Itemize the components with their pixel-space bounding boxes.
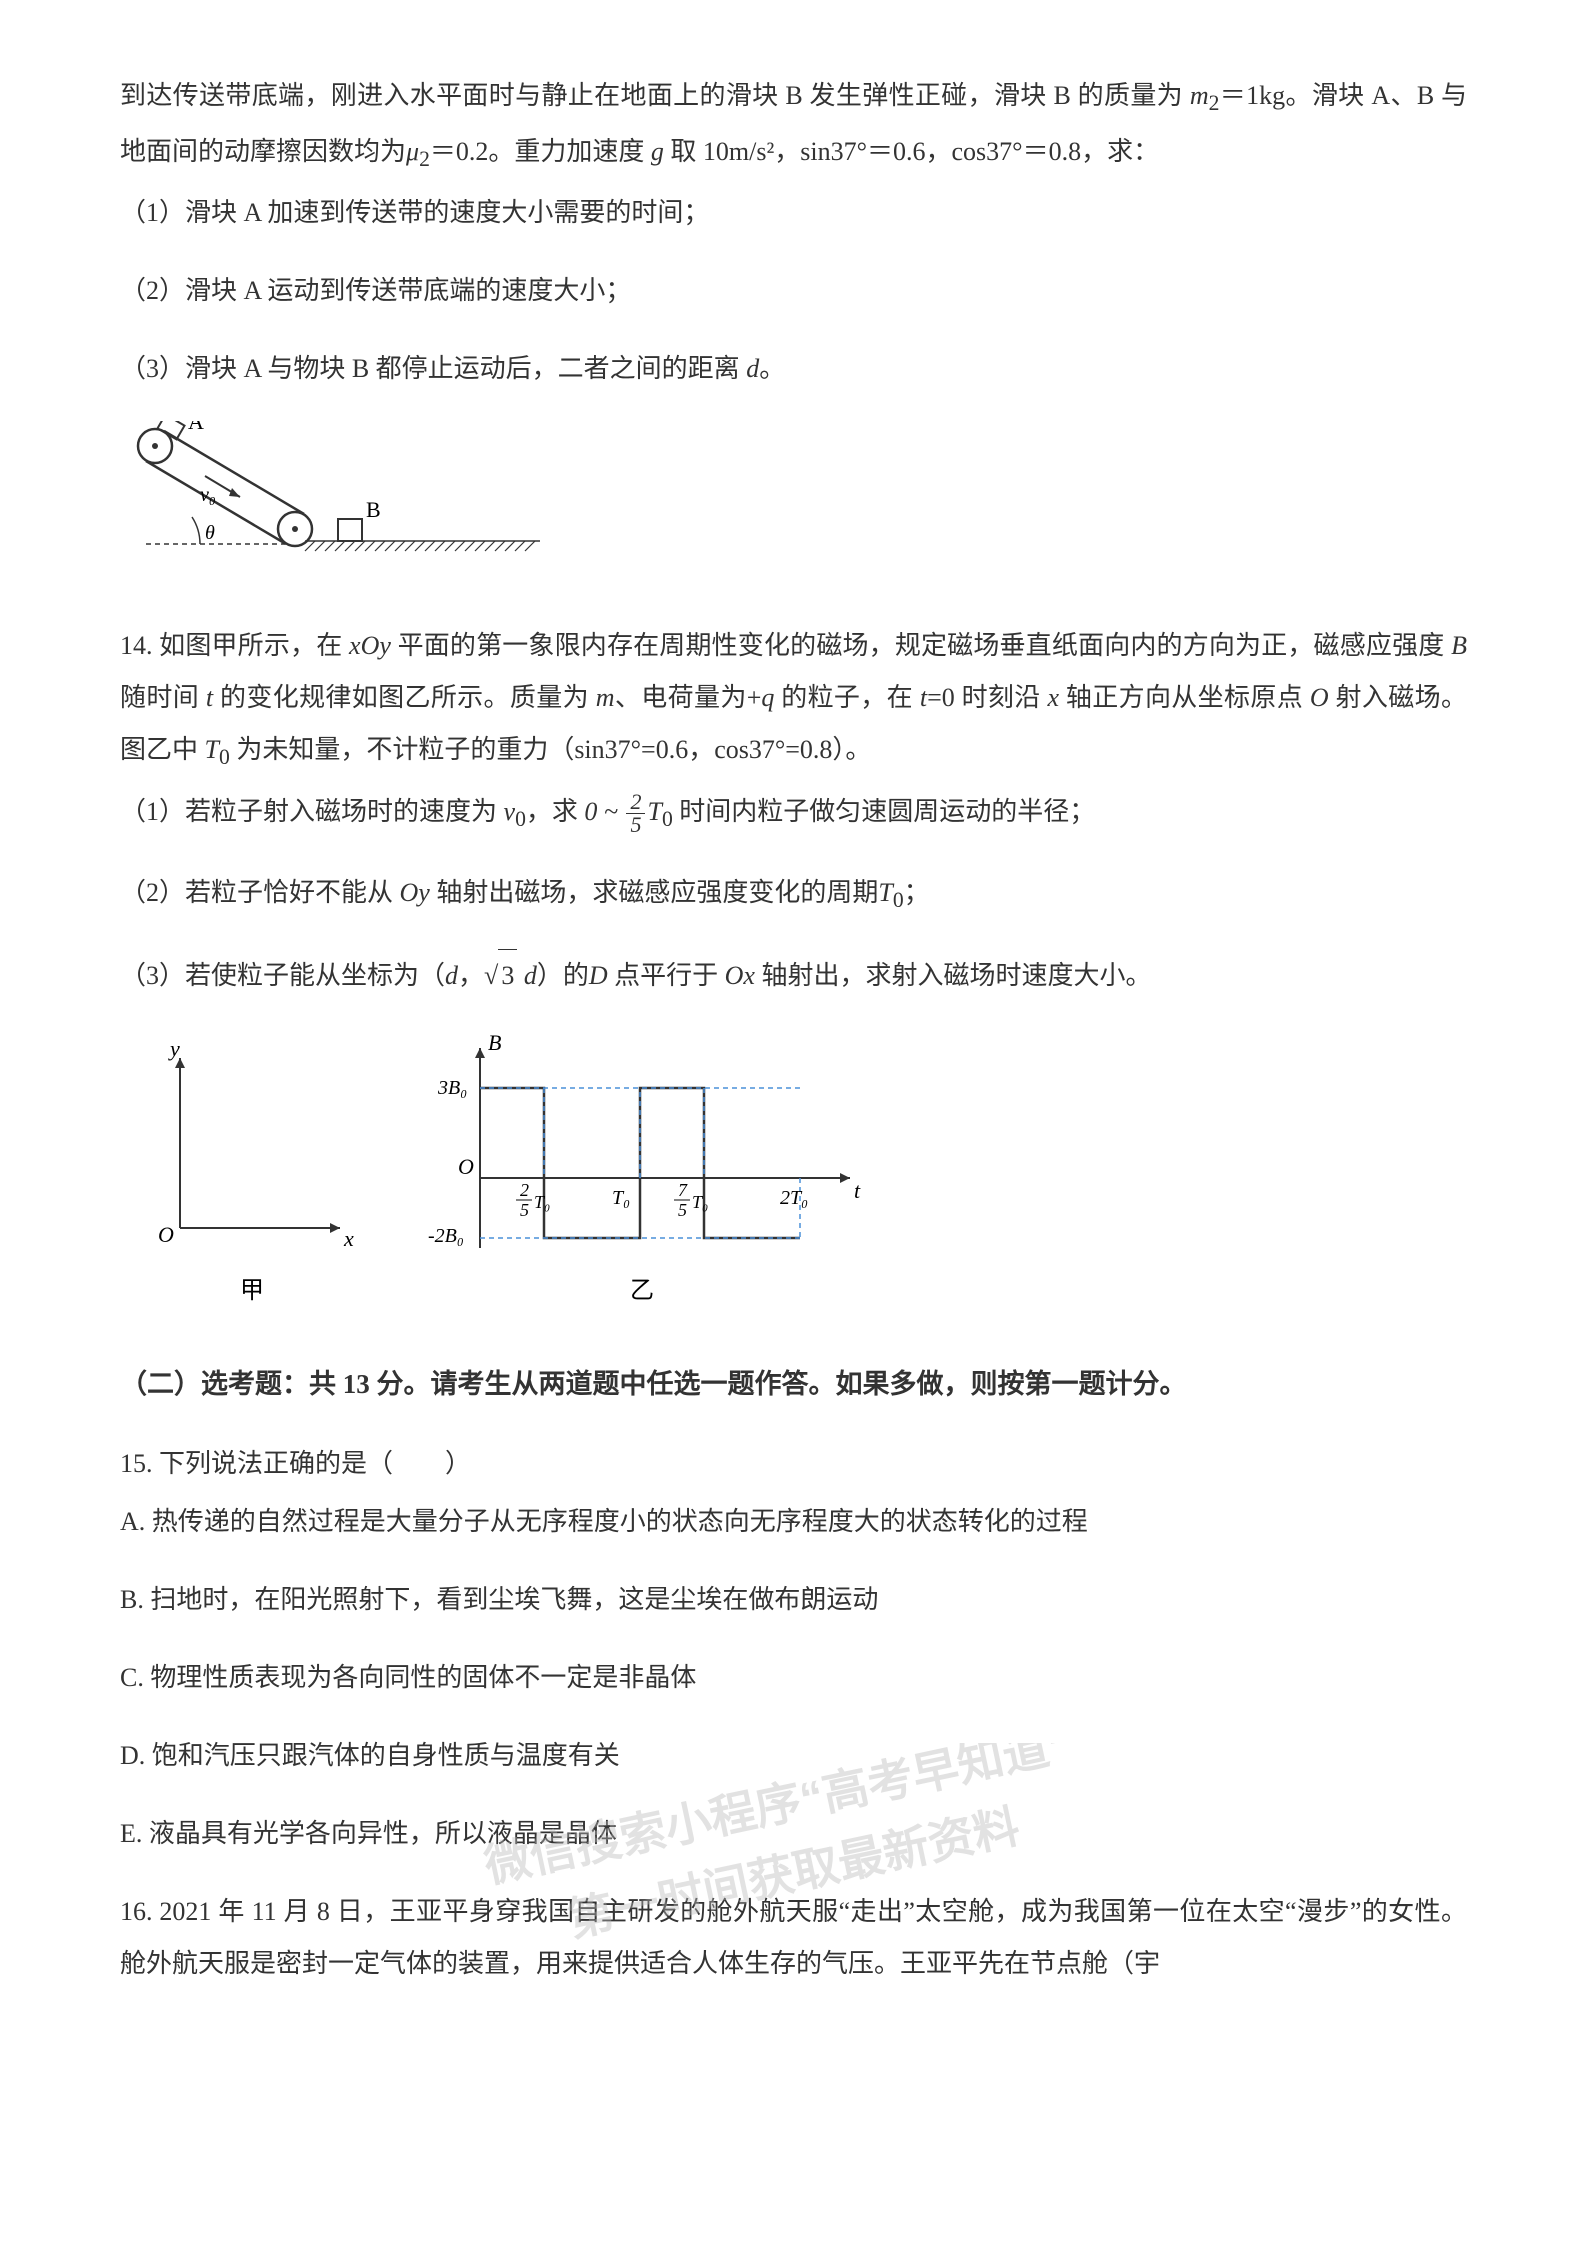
q14-yi-caption: 乙 (630, 1278, 654, 1304)
q15-A: A. 热传递的自然过程是大量分子从无序程度小的状态向无序程度大的状态转化的过程 (120, 1496, 1467, 1548)
q14-sqrt3-rad: 3 (498, 949, 517, 1002)
q14-figure: O y x 甲 (120, 1028, 1467, 1333)
q14-T0-sub: 0 (219, 745, 230, 769)
q14-yi-t75-n: 7 (678, 1180, 688, 1200)
q14-yi-t25-d: 5 (520, 1200, 529, 1220)
q14-sub2: （2）若粒子恰好不能从 Oy 轴射出磁场，求磁感应强度变化的周期T0； (120, 867, 1467, 923)
q13-label-a: A (188, 421, 204, 434)
q14-jia-x: x (343, 1226, 354, 1251)
q14-oy: Oy (400, 878, 430, 907)
q13-g: g (651, 137, 664, 166)
q13-sub3-a: （3）滑块 A 与物块 B 都停止运动后，二者之间的距离 (120, 354, 746, 383)
q14-frac-25: 25 (626, 791, 645, 836)
q15-C: C. 物理性质表现为各向同性的固体不一定是非晶体 (120, 1652, 1467, 1704)
q14-s3d: 点平行于 (608, 961, 725, 990)
q14-s3c: ）的 (537, 961, 589, 990)
q14-s3e: 轴射出，求射入磁场时速度大小。 (755, 961, 1152, 990)
q13-intro-c: ＝0.2。重力加速度 (430, 137, 651, 166)
q14-Dpt: D (589, 961, 608, 990)
q14-ib: 平面的第一象限内存在周期性变化的磁场，规定磁场垂直纸面向内的方向为正，磁感应强度 (391, 631, 1451, 660)
q13-label-v0: v₀ (200, 484, 216, 506)
q14-ih: 轴正方向从坐标原点 (1059, 683, 1310, 712)
q14-yi-n2B0: -2B₀ (428, 1225, 464, 1247)
q13-label-theta: θ (205, 522, 215, 544)
q14-s3b: ， (458, 961, 484, 990)
q13-sub3-end: 。 (759, 354, 785, 383)
q14-T0b-sub: 0 (662, 807, 673, 831)
q14-xoy: xOy (349, 631, 391, 660)
q14-frac-25-num: 2 (626, 791, 645, 814)
q14-figure-svg: O y x 甲 (120, 1028, 880, 1328)
q14-yi-t75-s: T₀ (692, 1192, 708, 1212)
q14-ox: Ox (725, 961, 755, 990)
q14-yi-t: t (854, 1178, 861, 1203)
q14-T0c: T (878, 878, 892, 907)
q13-label-b: B (366, 497, 381, 522)
q14-range-zero: 0 ~ (584, 797, 624, 826)
q14-intro: 14. 如图甲所示，在 xOy 平面的第一象限内存在周期性变化的磁场，规定磁场垂… (120, 620, 1467, 780)
q14-s1a: （1）若粒子射入磁场时的速度为 (120, 797, 504, 826)
q14-sub1: （1）若粒子射入磁场时的速度为 v0，求 0 ~ 25T0 时间内粒子做匀速圆周… (120, 786, 1467, 842)
q14-ie: 、电荷量为+ (615, 683, 762, 712)
q14-v0-sub: 0 (515, 807, 526, 831)
q14-yi-O: O (458, 1154, 474, 1179)
q14-O: O (1310, 683, 1329, 712)
q14-jia-O: O (158, 1222, 174, 1247)
q16-text: 16. 2021 年 11 月 8 日，王亚平身穿我国自主研发的舱外航天服“走出… (120, 1886, 1467, 1990)
q14-yi-t25-s: T₀ (534, 1192, 550, 1212)
q13-intro-a: 到达传送带底端，刚进入水平面时与静止在地面上的滑块 B 发生弹性正碰，滑块 B … (120, 81, 1190, 110)
q14-if: 的粒子，在 (774, 683, 919, 712)
q14-s2c: ； (904, 878, 930, 907)
q13-sub3: （3）滑块 A 与物块 B 都停止运动后，二者之间的距离 d。 (120, 343, 1467, 395)
q14-s2b: 轴射出磁场，求磁感应强度变化的周期 (430, 878, 879, 907)
q13-m2-sub: 2 (1209, 91, 1220, 115)
q15-intro: 15. 下列说法正确的是（ ） (120, 1438, 1467, 1490)
q15-E: E. 液晶具有光学各向异性，所以液晶是晶体 (120, 1808, 1467, 1860)
q14-t2: t (920, 683, 927, 712)
q14-yi-3B0: 3B₀ (437, 1077, 467, 1099)
q13-mu: μ (406, 137, 419, 166)
q14-yi-t2: 2T₀ (780, 1187, 808, 1209)
q14-x: x (1048, 683, 1060, 712)
q14-yi-t1: T₀ (612, 1187, 630, 1209)
q14-B: B (1451, 631, 1467, 660)
q14-ig: =0 时刻沿 (927, 683, 1047, 712)
q13-mu-sub: 2 (419, 147, 430, 171)
q15-B: B. 扫地时，在阳光照射下，看到尘埃飞舞，这是尘埃在做布朗运动 (120, 1574, 1467, 1626)
section2-title: （二）选考题：共 13 分。请考生从两道题中任选一题作答。如果多做，则按第一题计… (120, 1357, 1467, 1411)
q14-yi-t25-n: 2 (520, 1180, 529, 1200)
q14-jia-caption: 甲 (240, 1278, 264, 1304)
q14-q: q (761, 683, 774, 712)
q13-sub2: （2）滑块 A 运动到传送带底端的速度大小； (120, 265, 1467, 317)
q15-D: D. 饱和汽压只跟汽体的自身性质与温度有关 (120, 1730, 1467, 1782)
q14-s3a: （3）若使粒子能从坐标为（ (120, 961, 445, 990)
q14-frac-25-den: 5 (626, 814, 645, 836)
q14-sqrt3: √3 (484, 949, 517, 1002)
q13-intro-d: 取 10m/s²，sin37°＝0.6，cos37°＝0.8，求： (664, 137, 1159, 166)
q13-m2: m (1190, 81, 1209, 110)
q14-id: 的变化规律如图乙所示。质量为 (213, 683, 596, 712)
q14-ij: 为未知量，不计粒子的重力（sin37°=0.6，cos37°=0.8）。 (230, 735, 872, 764)
q14-s1b: ，求 (526, 797, 578, 826)
q14-yi-B: B (488, 1030, 501, 1055)
q14-d1: d (445, 961, 458, 990)
q14-sub3: （3）若使粒子能从坐标为（d，√3 d）的D 点平行于 Ox 轴射出，求射入磁场… (120, 949, 1467, 1002)
q13-figure: A B v₀ θ (120, 421, 1467, 596)
q14-v0: v (504, 797, 516, 826)
q14-T0: T (205, 735, 219, 764)
q13-d: d (746, 354, 759, 383)
q13-figure-svg: A B v₀ θ (120, 421, 560, 591)
q14-ia: 14. 如图甲所示，在 (120, 631, 349, 660)
q14-s1c: 时间内粒子做匀速圆周运动的半径； (679, 797, 1095, 826)
q14-yi-t75-d: 5 (678, 1200, 687, 1220)
q13-intro: 到达传送带底端，刚进入水平面时与静止在地面上的滑块 B 发生弹性正碰，滑块 B … (120, 70, 1467, 181)
q14-s2a: （2）若粒子恰好不能从 (120, 878, 400, 907)
q14-m: m (596, 683, 615, 712)
q13-sub1: （1）滑块 A 加速到传送带的速度大小需要的时间； (120, 187, 1467, 239)
q14-ic: 随时间 (120, 683, 206, 712)
q14-T0b: T (647, 797, 661, 826)
q14-d2: d (524, 961, 537, 990)
q14-jia-y: y (168, 1036, 180, 1061)
q14-T0c-sub: 0 (893, 888, 904, 912)
